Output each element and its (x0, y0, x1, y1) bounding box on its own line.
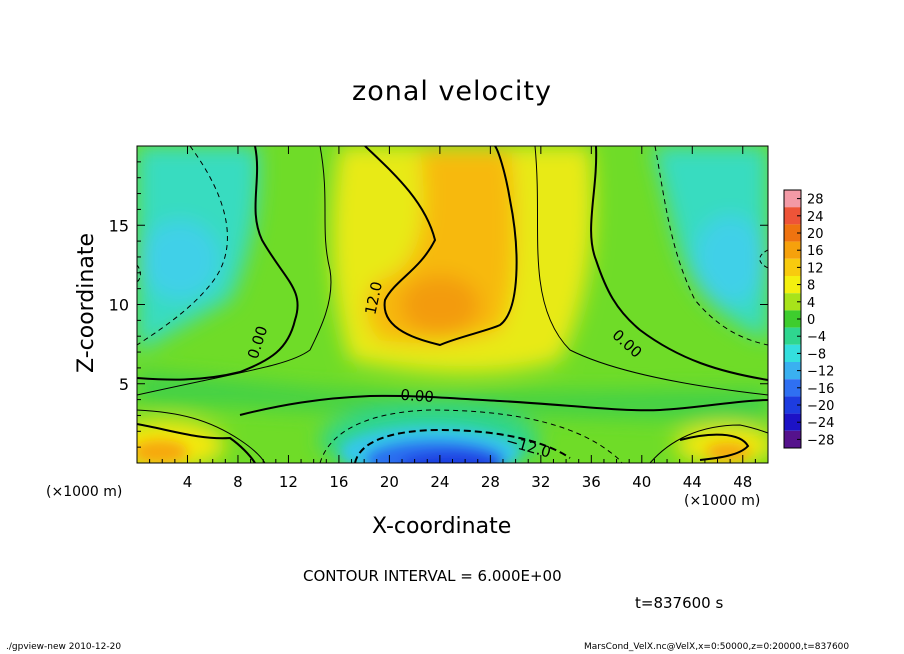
x-tick-label: 8 (233, 473, 243, 491)
colorbar-label: 16 (807, 244, 824, 259)
colorbar-label: −24 (807, 416, 834, 431)
y-tick-label: 5 (119, 375, 129, 394)
contour-minus-six-left (137, 146, 228, 346)
y-tick-label: 15 (109, 216, 129, 235)
field-orange-core (400, 275, 480, 335)
colorbar-swatch-5 (784, 276, 801, 294)
colorbar-label: 8 (807, 279, 815, 294)
contour-zero-lower (239, 394, 768, 416)
footer-right: MarsCond_VelX.nc@VelX,x=0:50000,z=0:2000… (584, 642, 850, 652)
time-note: t=837600 s (635, 594, 724, 612)
colorbar-label: 4 (807, 296, 815, 311)
colorbar-label: 28 (807, 193, 824, 208)
colorbar-swatch-6 (784, 293, 801, 311)
colorbar-label: −12 (807, 365, 834, 380)
colorbar-swatch-3 (784, 241, 801, 259)
x-unit-label-right: (×1000 m) (684, 493, 761, 509)
field-deepblue-bottom (401, 452, 499, 463)
colorbar-label: 0 (807, 313, 815, 328)
colorbar-swatch-14 (784, 430, 801, 448)
x-tick-label: 44 (683, 473, 702, 491)
chart-title: zonal velocity (352, 76, 552, 107)
contour-minus-six-edge-right (759, 249, 768, 269)
contour-minus-six-edge-left (137, 264, 141, 283)
colorbar-label: −20 (807, 399, 834, 414)
x-tick-label: 20 (380, 473, 399, 491)
colorbar-swatch-4 (784, 258, 801, 276)
x-tick-label: 4 (183, 473, 193, 491)
contour-minus-six-right (654, 146, 768, 346)
x-tick-label: 12 (279, 473, 298, 491)
x-tick-label: 36 (582, 473, 601, 491)
colorbar-label: −28 (807, 433, 834, 448)
y-axis-label: Z-coordinate (74, 233, 99, 373)
contour-six-left (137, 146, 332, 396)
colorbar-swatch-13 (784, 413, 801, 431)
contour-zero-right (590, 146, 768, 381)
x-tick-label: 40 (632, 473, 651, 491)
colorbar-swatch-1 (784, 207, 801, 225)
colorbar-swatch-2 (784, 224, 801, 242)
x-tick-label: 32 (531, 473, 550, 491)
x-unit-label-left: (×1000 m) (46, 484, 123, 500)
contour-label-3: 0.00 (400, 386, 435, 406)
colorbar-swatch-7 (784, 310, 801, 328)
colorbar: 28 24 20 16 12 8 4 0 −4 −8 −12 −16 −20 −24 −28 (783, 189, 834, 449)
colorbar-swatch-12 (784, 396, 801, 414)
contour-twelve-upper (364, 146, 518, 347)
field-cyan-right-core (694, 215, 766, 305)
contour-minus-twelve (354, 428, 571, 463)
field-orange-bottom-left (137, 440, 188, 463)
colorbar-label: 12 (807, 261, 824, 276)
colorbar-swatch-11 (784, 379, 801, 397)
contour-interval-note: CONTOUR INTERVAL = 6.000E+00 (303, 567, 562, 585)
y-tick-label: 10 (109, 296, 129, 315)
x-tick-label: 28 (481, 473, 500, 491)
x-tick-label: 48 (733, 473, 752, 491)
x-axis-label: X-coordinate (372, 514, 512, 539)
colorbar-swatch-10 (784, 362, 801, 380)
colorbar-swatch-9 (784, 344, 801, 362)
x-tick-label: 24 (430, 473, 449, 491)
colorbar-swatch-8 (784, 327, 801, 345)
contour-six-lower (137, 409, 266, 463)
field-cyan-left-core (140, 220, 220, 300)
field-orange-bottom-right (706, 443, 750, 461)
colorbar-label: 20 (807, 227, 824, 242)
contour-six-lower-right (649, 424, 768, 463)
contour-six-right (534, 146, 768, 396)
colorbar-swatch-0 (784, 190, 801, 208)
contour-twelve-bottom-left (137, 423, 256, 463)
contour-twelve-bottom-right (679, 433, 750, 461)
contour-zero-left (137, 146, 299, 381)
x-tick-label: 16 (329, 473, 348, 491)
contour-minus-six (319, 409, 623, 463)
colorbar-label: 24 (807, 210, 824, 225)
footer-left: ./gpview-new 2010-12-20 (6, 642, 122, 652)
colorbar-label: −16 (807, 382, 834, 397)
colorbar-label: −4 (807, 330, 826, 345)
colorbar-label: −8 (807, 347, 826, 362)
